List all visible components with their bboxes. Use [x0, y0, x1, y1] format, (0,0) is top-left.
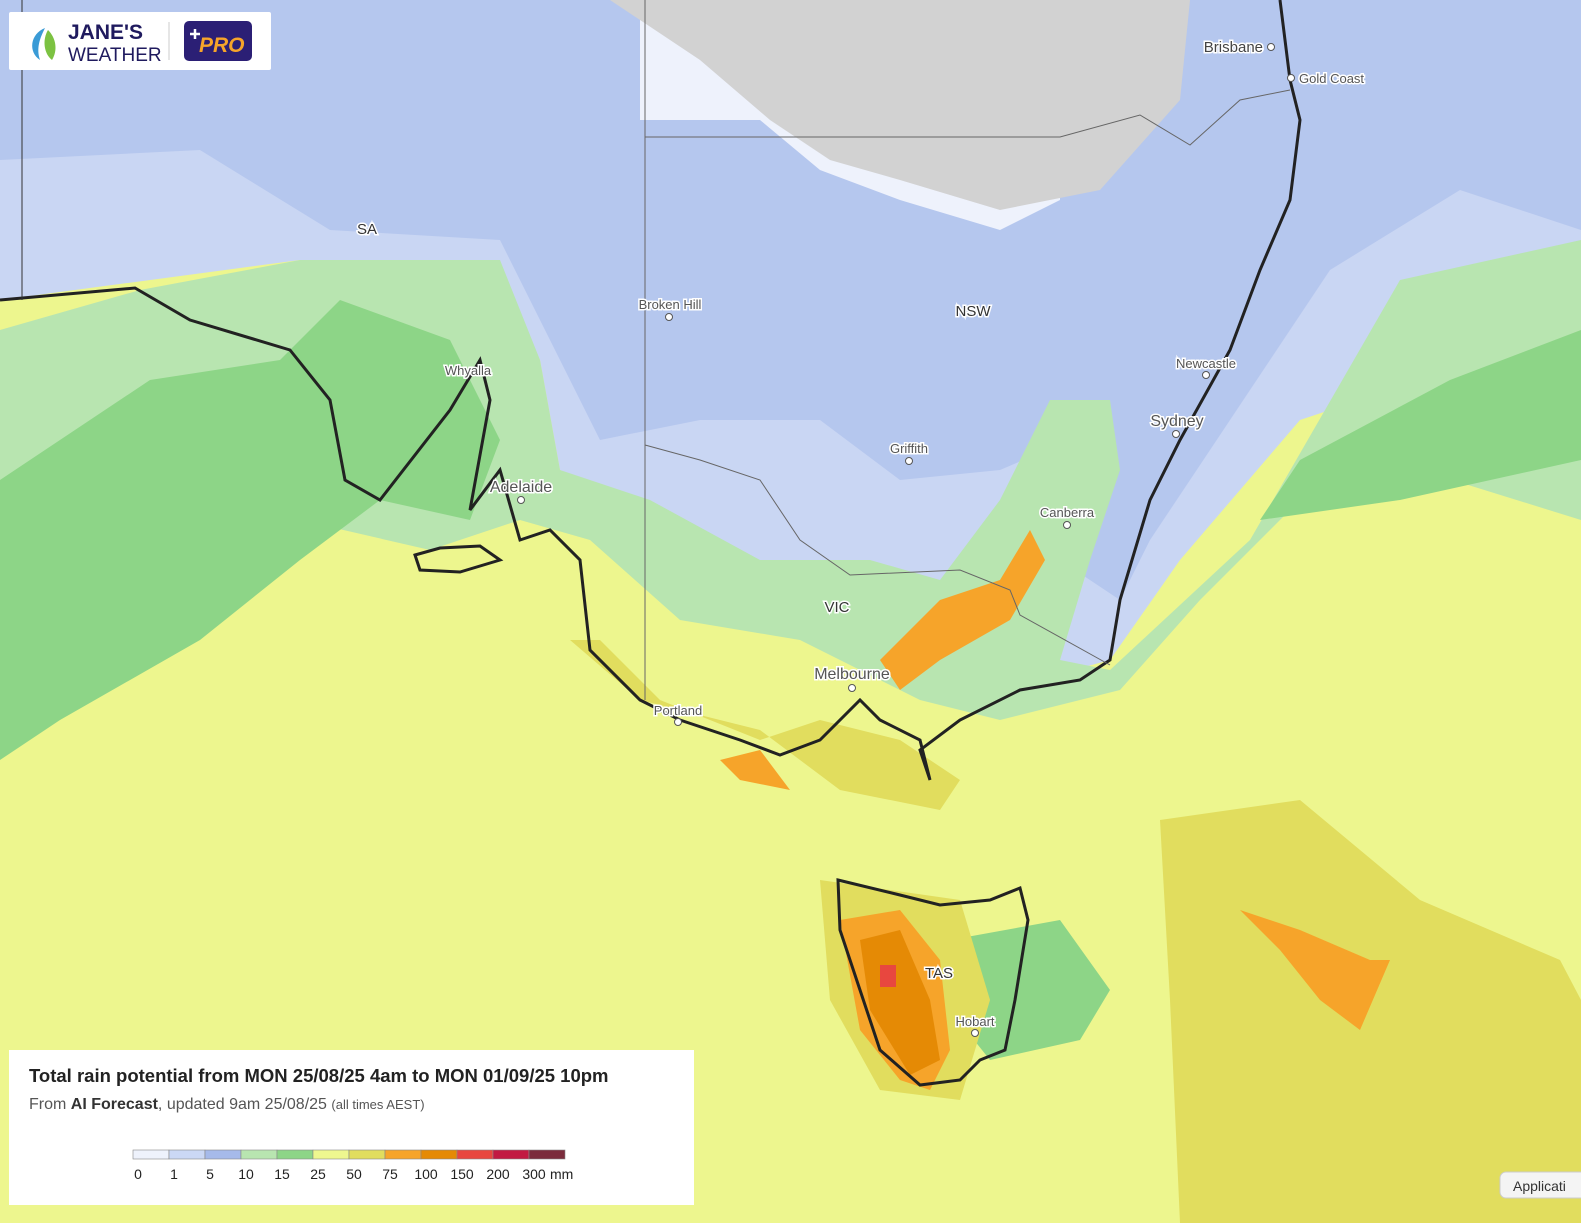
- rain-layer: [610, 0, 1190, 210]
- place-label: Gold Coast: [1299, 71, 1364, 86]
- brand-top: JANE'S: [68, 21, 143, 44]
- rain-layer: [1260, 330, 1581, 520]
- place-label: Newcastle: [1176, 356, 1236, 371]
- state-label: TAS: [925, 965, 953, 982]
- border: [644, 0, 1291, 700]
- legend-value: 5: [206, 1166, 214, 1182]
- place-label: Brisbane: [1204, 39, 1263, 56]
- place-dot: [905, 457, 913, 465]
- plus-icon: [190, 29, 200, 39]
- legend-subtitle: From AI Forecast, updated 9am 25/08/25 (…: [29, 1096, 425, 1113]
- pro-badge: [184, 21, 252, 61]
- place-dot: [971, 1029, 979, 1037]
- legend-value: 300: [522, 1166, 546, 1182]
- legend-swatch: [528, 1149, 566, 1160]
- legend-value: 200: [486, 1166, 510, 1182]
- brand-bottom: WEATHER: [68, 45, 162, 66]
- coastline: [413, 544, 504, 574]
- place-dot: [848, 684, 856, 692]
- rain-layer: [950, 920, 1110, 1060]
- legend-value: 150: [450, 1166, 474, 1182]
- subtitle-source: AI Forecast: [71, 1096, 159, 1113]
- subtitle-note: (all times AEST): [331, 1097, 424, 1112]
- legend-value: 15: [274, 1166, 290, 1182]
- rain-layer: [0, 0, 1581, 600]
- logo-icon: [44, 30, 56, 60]
- coastline: [0, 0, 1302, 781]
- subtitle-prefix: From: [29, 1096, 66, 1113]
- legend-swatch: [276, 1149, 314, 1160]
- legend-swatch: [348, 1149, 386, 1160]
- rain-layer: [1240, 910, 1390, 1030]
- legend-swatch: [312, 1149, 350, 1160]
- place-dot: [1267, 43, 1275, 51]
- place-dot: [1202, 371, 1210, 379]
- legend-swatch: [240, 1149, 278, 1160]
- legend-value: 10: [238, 1166, 254, 1182]
- rain-layer: [0, 300, 500, 760]
- subtitle-updated: , updated 9am 25/08/25: [158, 1096, 327, 1113]
- legend-swatch: [456, 1149, 494, 1160]
- legend-value: 100: [414, 1166, 438, 1182]
- legend-value: 75: [382, 1166, 398, 1182]
- place-dot: [1172, 430, 1180, 438]
- rain-layer: [880, 530, 1045, 690]
- coastline: [836, 878, 1030, 1087]
- button-label[interactable]: Applicati: [1513, 1178, 1566, 1194]
- legend-value: 50: [346, 1166, 362, 1182]
- place-labels: Brisbane Gold Coast SA NSW Broken Hill W…: [355, 38, 1366, 1037]
- legend-title: Total rain potential from MON 25/08/25 4…: [29, 1065, 609, 1086]
- place-dot: [665, 313, 673, 321]
- place-dot: [1063, 521, 1071, 529]
- legend-swatch: [492, 1149, 530, 1160]
- rain-layer: [1160, 800, 1581, 1223]
- legend-value: 25: [310, 1166, 326, 1182]
- place-label: Melbourne: [814, 666, 890, 683]
- place-label: Hobart: [955, 1014, 994, 1029]
- legend-swatch: [204, 1149, 242, 1160]
- legend-value: 1: [170, 1166, 178, 1182]
- state-label: NSW: [956, 303, 992, 320]
- place-dot: [674, 718, 682, 726]
- legend-value: 0: [134, 1166, 142, 1182]
- place-label: Whyalla: [445, 363, 492, 378]
- state-label: VIC: [824, 599, 849, 616]
- rain-layer: [880, 965, 896, 987]
- place-label: Canberra: [1040, 505, 1095, 520]
- place-label: Griffith: [890, 441, 928, 456]
- legend-swatch: [420, 1149, 458, 1160]
- place-label: Adelaide: [490, 479, 552, 496]
- badge-text: PRO: [199, 34, 245, 57]
- place-label: Portland: [654, 703, 702, 718]
- place-label: Sydney: [1150, 413, 1203, 430]
- rain-layer: [570, 640, 960, 810]
- state-label: SA: [357, 221, 377, 238]
- legend-unit: mm: [550, 1166, 573, 1182]
- legend-box: [9, 1050, 694, 1205]
- logo: JANE'S WEATHER PRO: [9, 12, 271, 70]
- color-scale: 0 1 5 10 15 25 50 75 100 150 200 300 mm: [132, 1149, 573, 1182]
- place-dot: [517, 496, 525, 504]
- legend-panel: Total rain potential from MON 25/08/25 4…: [9, 1050, 694, 1205]
- logo-icon: [32, 28, 45, 60]
- app-button[interactable]: Applicati: [1499, 1171, 1581, 1199]
- place-dot: [1287, 74, 1295, 82]
- legend-swatch: [132, 1149, 170, 1160]
- place-label: Broken Hill: [639, 297, 702, 312]
- rain-layer: [720, 750, 790, 790]
- button-box[interactable]: [1499, 1171, 1581, 1199]
- legend-swatch: [168, 1149, 206, 1160]
- legend-swatch: [384, 1149, 422, 1160]
